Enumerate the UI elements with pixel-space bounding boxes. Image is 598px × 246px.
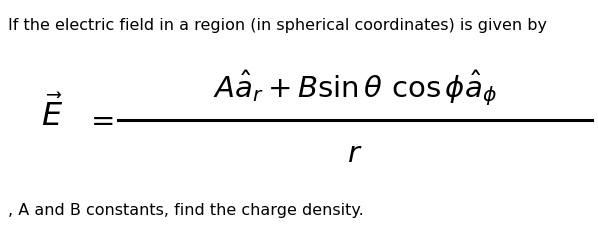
Text: $r$: $r$ (347, 140, 363, 168)
Text: $=$: $=$ (86, 106, 115, 134)
Text: $A\hat{a}_r + B\sin\theta\ \cos\phi\hat{a}_\phi$: $A\hat{a}_r + B\sin\theta\ \cos\phi\hat{… (213, 68, 497, 108)
Text: , A and B constants, find the charge density.: , A and B constants, find the charge den… (8, 203, 364, 218)
Text: $\vec{E}$: $\vec{E}$ (41, 95, 63, 133)
Text: If the electric field in a region (in spherical coordinates) is given by: If the electric field in a region (in sp… (8, 18, 547, 33)
